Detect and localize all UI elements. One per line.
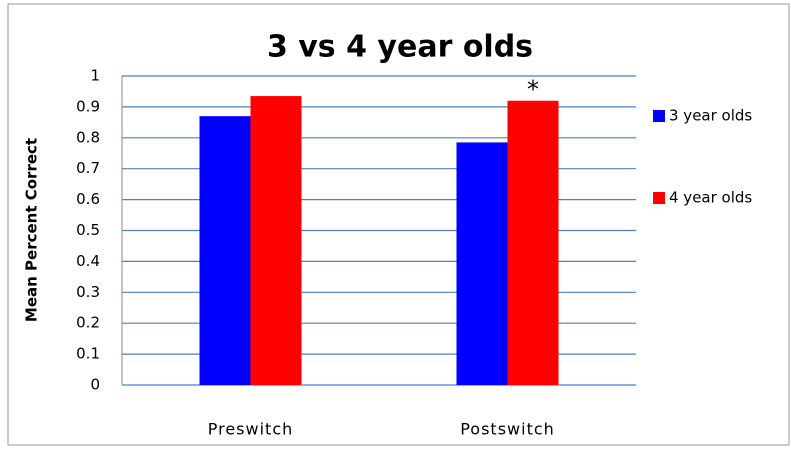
chart-frame [7, 3, 790, 446]
legend-label: 3 year olds [669, 107, 752, 125]
y-tick-label: 0.7 [76, 159, 100, 177]
legend-label: 4 year olds [669, 189, 752, 207]
y-axis-label: Mean Percent Correct [23, 138, 41, 322]
y-tick-label: 0.2 [76, 314, 100, 332]
legend-swatch [653, 110, 665, 122]
bar [250, 96, 302, 386]
y-tick-label: 0.8 [76, 128, 100, 146]
x-tick-label: Preswitch [208, 420, 294, 439]
bar [199, 116, 251, 386]
bar [507, 100, 559, 385]
y-tick-label: 0.4 [76, 252, 100, 270]
bar [456, 142, 508, 385]
legend-swatch [653, 192, 665, 204]
y-tick-label: 0.6 [76, 190, 100, 208]
annotation: * [527, 76, 539, 104]
x-tick-label: Postswitch [460, 420, 555, 439]
y-tick-label: 0.5 [76, 221, 100, 239]
y-tick-label: 0 [90, 376, 100, 394]
y-tick-label: 0.9 [76, 97, 100, 115]
y-tick-label: 0.1 [76, 345, 100, 363]
chart-title: 3 vs 4 year olds [267, 30, 533, 65]
y-tick-label: 0.3 [76, 283, 100, 301]
y-tick-label: 1 [90, 67, 100, 85]
